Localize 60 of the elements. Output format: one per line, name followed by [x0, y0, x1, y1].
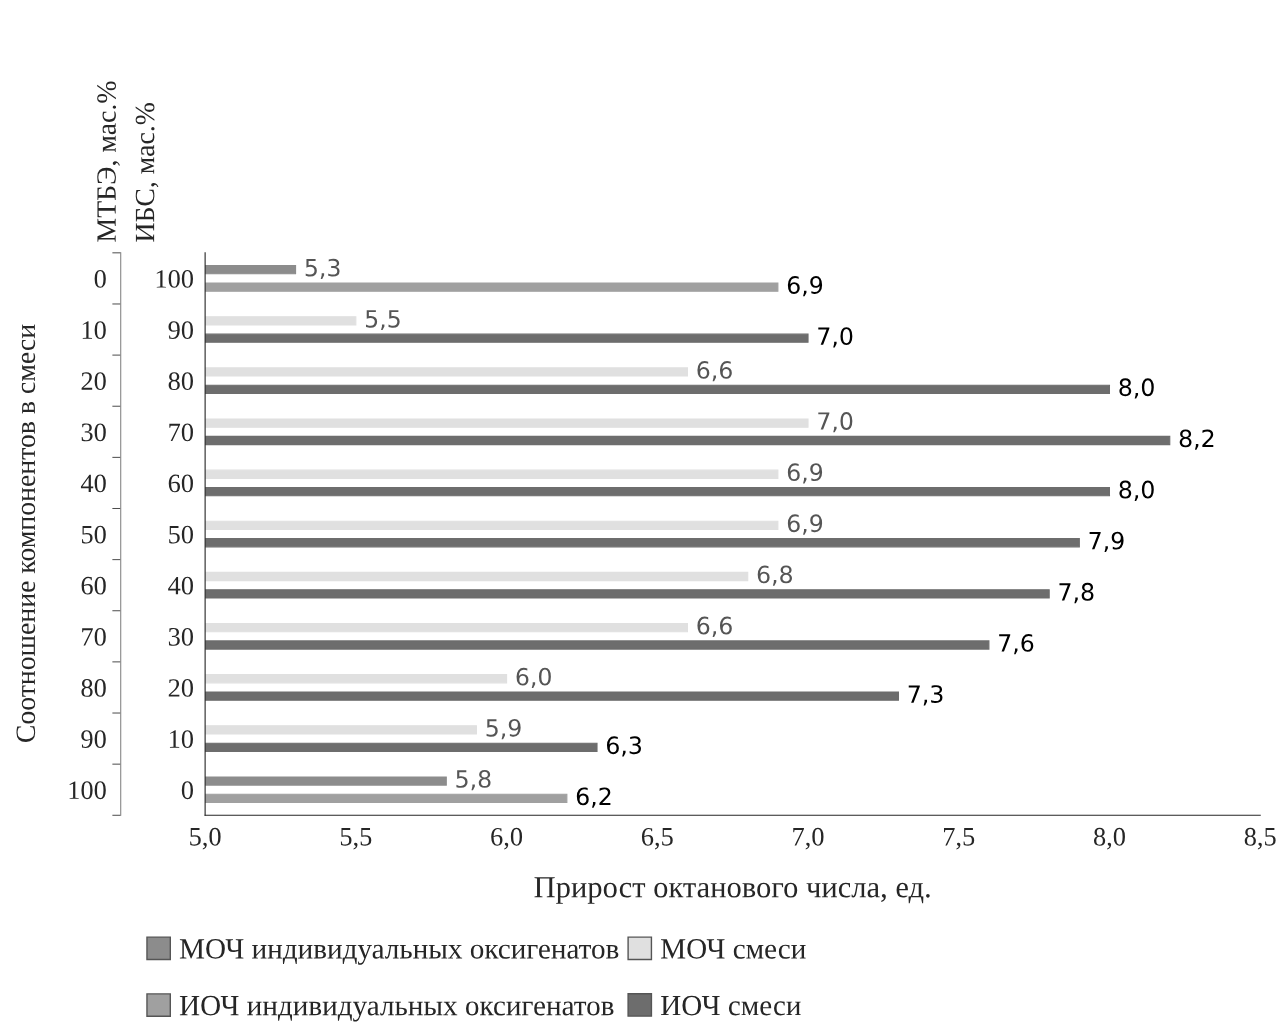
y-tick-label: 40 — [168, 576, 193, 595]
data-label: 7,6 — [999, 634, 1034, 655]
data-label: 6,0 — [516, 667, 551, 689]
data-label: 5,3 — [305, 258, 340, 279]
y2-tick-label: 10 — [82, 321, 106, 339]
data-label: 6,6 — [697, 616, 732, 637]
data-label: 5,9 — [486, 718, 521, 740]
x-axis-title: Прирост октанового числа, ед. — [534, 877, 930, 904]
legend-label: МОЧ смеси — [661, 939, 806, 959]
data-label: 6,2 — [576, 787, 611, 808]
y2-tick-label: 50 — [81, 525, 106, 544]
y-tick-label: 0 — [181, 781, 193, 800]
x-tick-label: 5,0 — [190, 827, 221, 850]
legend-label: ИОЧ индивидуальных оксигенатов — [179, 995, 614, 1022]
y-tick-label: 20 — [168, 679, 193, 697]
data-label: 7,0 — [818, 327, 853, 348]
y2-tick-label: 60 — [81, 576, 106, 595]
data-label: 7,9 — [1089, 531, 1124, 553]
data-label: 6,9 — [787, 463, 823, 484]
data-label: 7,3 — [908, 685, 943, 706]
data-label: 8,0 — [1119, 480, 1154, 501]
y2-tick-label: 80 — [81, 679, 106, 697]
legend-label: МОЧ индивидуальных оксигенатов — [179, 939, 619, 965]
y2-tick-label: 40 — [80, 474, 106, 493]
y-tick-label: 90 — [168, 321, 193, 339]
x-tick-label: 6,0 — [491, 827, 523, 850]
x-tick-label: 5,5 — [340, 828, 372, 850]
y-tick-label: 50 — [169, 525, 193, 544]
legend-label: ИОЧ смеси — [661, 995, 801, 1016]
y2-tick-label: 20 — [81, 372, 106, 391]
y-tick-label: 10 — [169, 730, 193, 748]
data-label: 7,8 — [1059, 582, 1094, 604]
data-label: 6,3 — [606, 736, 641, 757]
data-label: 6,6 — [697, 360, 732, 382]
data-label: 7,0 — [818, 412, 853, 433]
x-tick-label: 6,5 — [641, 827, 673, 850]
y2-tick-label: 70 — [82, 627, 106, 646]
y-tick-label: 80 — [168, 372, 193, 391]
y2-tick-label: 90 — [81, 730, 106, 748]
y-tick-label: 70 — [169, 423, 193, 442]
x-tick-label: 8,5 — [1244, 827, 1276, 850]
x-tick-label: 7,0 — [793, 827, 824, 850]
y2-tick-label: 30 — [81, 423, 106, 442]
text: ИБС, мас.% — [135, 103, 159, 242]
data-label: 5,5 — [366, 310, 400, 331]
data-label: 5,8 — [456, 770, 491, 791]
y2-tick-label: 100 — [69, 781, 106, 800]
y-tick-label: 60 — [168, 474, 193, 493]
y2-tick-label: 0 — [94, 270, 106, 288]
data-label: 6,8 — [757, 565, 792, 586]
y-tick-label: 30 — [168, 627, 193, 646]
text: МТБЭ, мас.% — [97, 81, 120, 242]
data-label: 6,9 — [787, 276, 823, 297]
data-label: 8,0 — [1119, 378, 1154, 399]
x-tick-label: 7,5 — [944, 828, 975, 850]
data-label: 6,9 — [787, 514, 823, 535]
y-axis-title: Соотношение компонентов в смеси — [16, 324, 36, 743]
y-tick-label: 100 — [156, 270, 193, 288]
data-label: 8,2 — [1179, 429, 1214, 450]
x-tick-label: 8,0 — [1093, 827, 1125, 850]
